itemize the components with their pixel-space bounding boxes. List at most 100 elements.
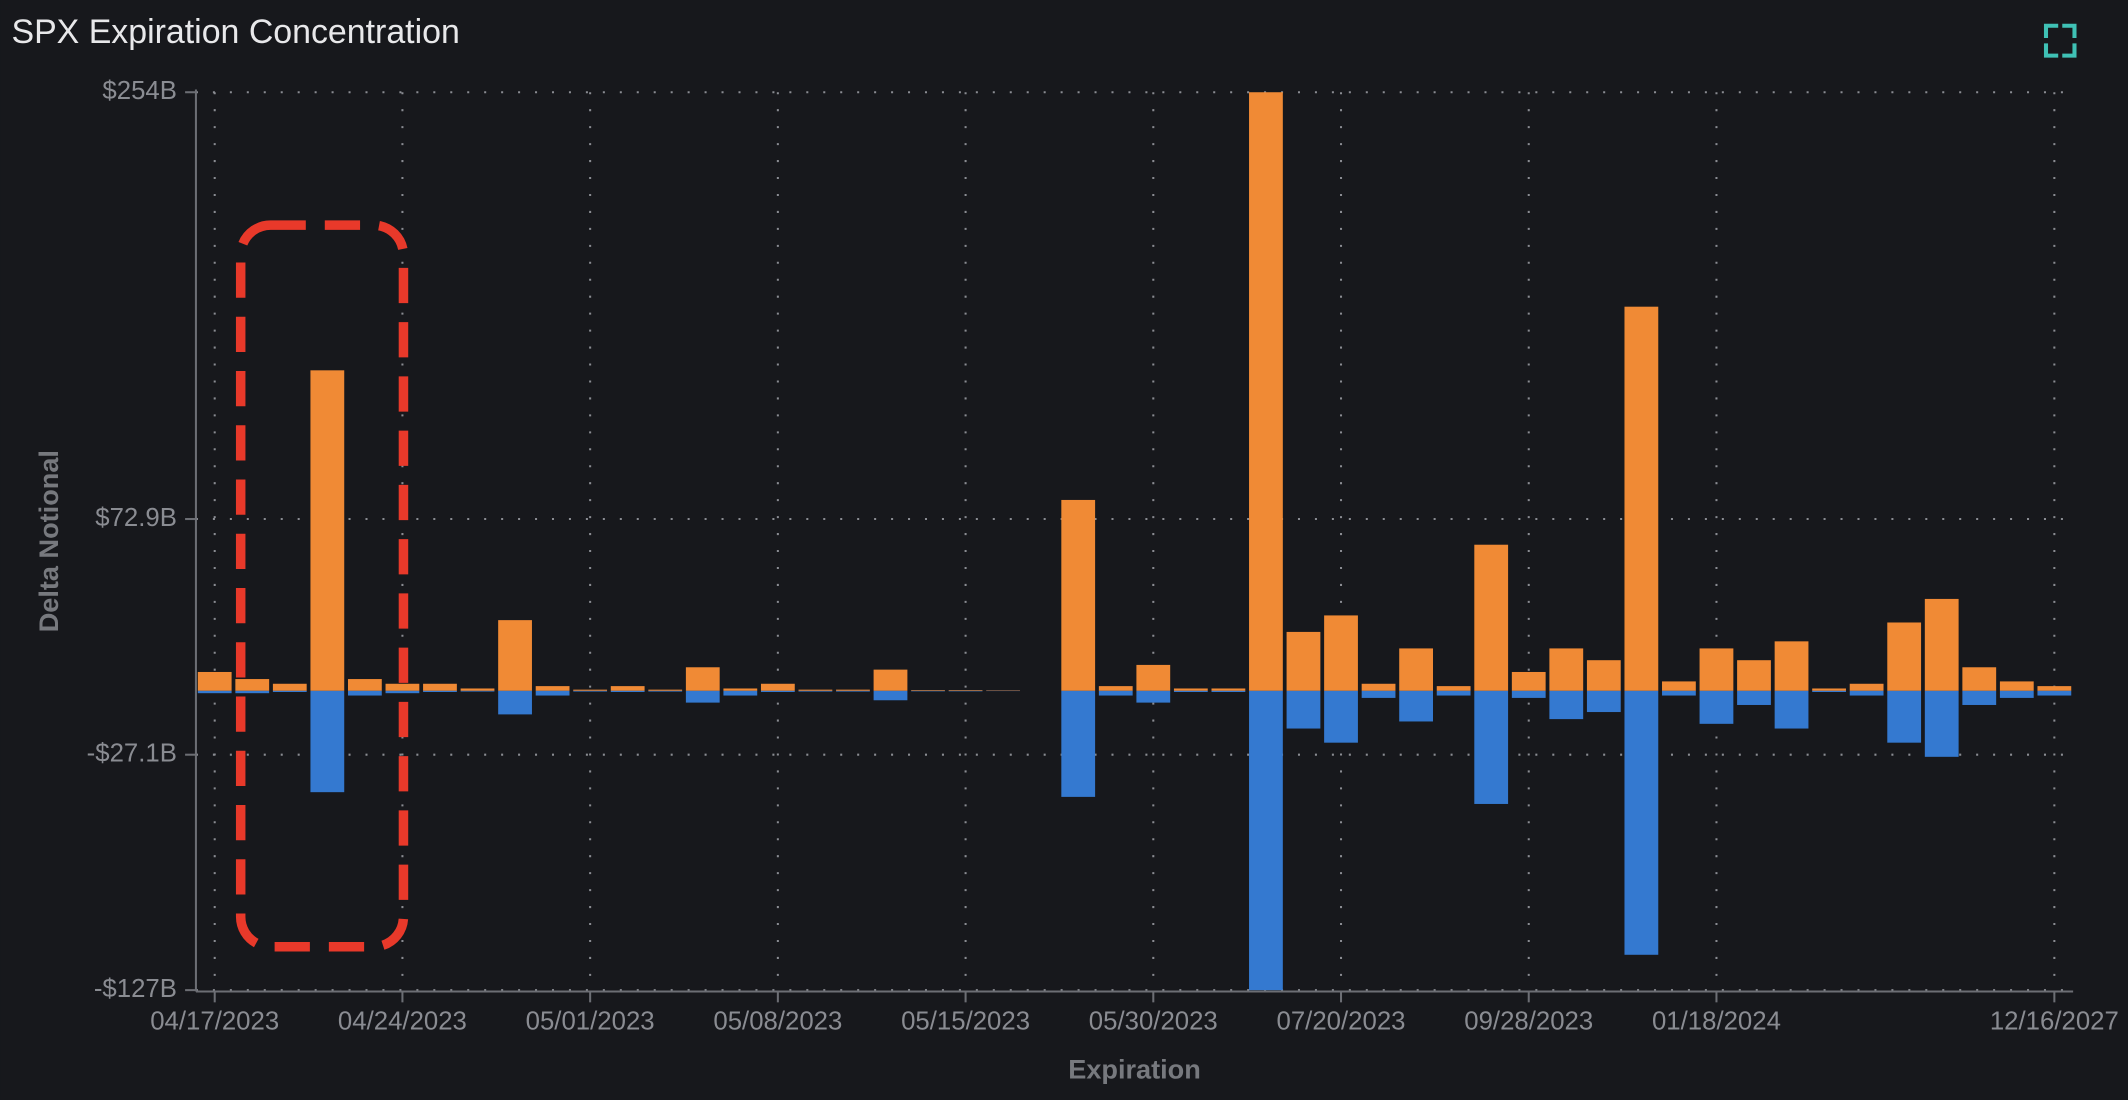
bar [1511,690,1546,698]
x-tick-label: 04/17/2023 [150,1008,279,1036]
expand-glyph[interactable] [2043,23,2077,58]
bar [1361,690,1396,698]
bar [1737,660,1771,691]
chart-title: SPX Expiration Concentration [11,13,459,51]
bar [1924,690,1959,757]
bar [573,690,608,692]
bar [1887,690,1922,743]
bar [1286,690,1321,729]
bar [1173,688,1208,691]
axes [185,89,2074,1003]
bar [1549,690,1584,720]
bar [1549,648,1584,691]
bar [1136,664,1171,691]
bar [1624,690,1659,955]
bar [1211,690,1246,693]
bar [1436,686,1471,691]
y-tick-label: -$27.1B [87,740,177,768]
x-tick-label: 01/18/2024 [1652,1008,1781,1036]
bar [535,686,570,691]
bar [1962,667,1997,691]
bar [1586,690,1621,713]
bar [1098,690,1133,696]
bar [385,683,420,691]
bar [310,690,345,793]
bar [272,690,307,693]
bar [648,690,683,692]
bar [197,671,232,691]
bar [1061,499,1096,691]
bar [1324,690,1358,743]
bar [347,690,382,696]
bar [423,683,457,691]
bar [1887,622,1922,691]
x-tick-label: 07/20/2023 [1277,1008,1406,1036]
bar [911,690,945,691]
x-tick-label: 05/01/2023 [526,1008,655,1036]
bar [235,679,270,691]
bar [460,690,495,692]
bar [873,690,908,701]
bar [423,690,457,693]
bar [197,690,232,694]
bar [1173,690,1208,693]
bar [535,690,570,696]
bar [1774,641,1809,691]
bar [1812,690,1846,693]
y-tick-label: $72.9B [95,504,177,532]
bar [385,690,420,694]
bar [1924,598,1959,691]
bar [1662,681,1696,691]
bar [1249,690,1283,991]
x-tick-label: 05/30/2023 [1089,1008,1218,1036]
bar [2037,686,2072,691]
bar [1812,688,1846,691]
bar [1586,660,1621,691]
bar [347,679,382,691]
bar [948,690,983,691]
bar [235,690,270,694]
x-tick-label: 04/24/2023 [338,1008,467,1036]
bar [1849,690,1884,696]
bar [272,683,307,691]
bars [197,92,2072,991]
bar [1286,631,1321,691]
bar [723,688,758,691]
bar [798,689,833,691]
bar [1399,648,1434,691]
y-tick-label: $254B [102,77,177,105]
y-axis-title: Delta Notional [33,450,64,632]
bar [1737,690,1771,705]
bar [723,690,758,696]
bar [460,688,495,691]
bar [610,686,645,691]
bar [1624,306,1659,691]
x-tick-label: 12/16/2027 [1990,1008,2119,1036]
bar [1249,92,1283,691]
bar [836,689,870,691]
x-tick-label: 09/28/2023 [1464,1008,1593,1036]
x-tick-label: 05/08/2023 [713,1008,842,1036]
bar [1699,648,1734,691]
bar [498,690,532,715]
bar [836,690,870,692]
bar [1774,690,1809,729]
bar [498,620,532,691]
bar [2037,690,2072,696]
bar [1098,686,1133,691]
bar [1999,690,2034,698]
bar [1662,690,1696,696]
x-axis-title: Expiration [1068,1054,1201,1085]
expand-icon[interactable] [2043,23,2077,58]
bar [1361,683,1396,691]
bar [685,690,720,703]
bar [1474,544,1509,691]
bar [1211,688,1246,691]
bar [1849,683,1884,691]
bar [1136,690,1171,703]
bar [1061,690,1096,797]
bar [1436,690,1471,696]
